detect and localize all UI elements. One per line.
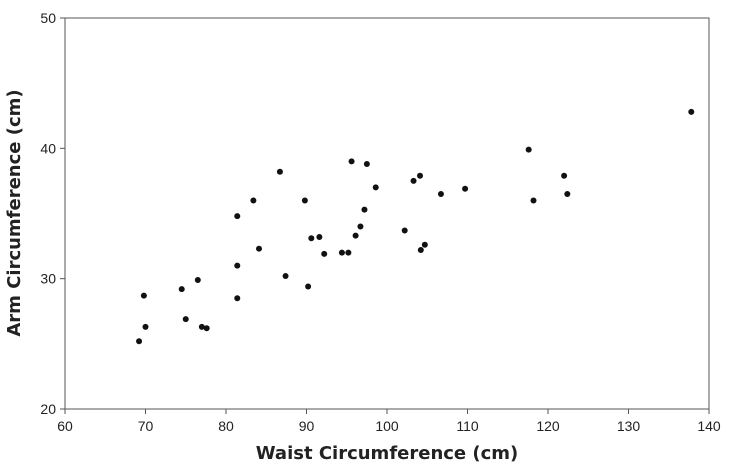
- data-point: [234, 213, 241, 220]
- data-point: [198, 323, 205, 330]
- data-point: [357, 223, 364, 230]
- x-tick-label: 100: [375, 418, 399, 434]
- y-axis-title: Arm Circumference (cm): [4, 89, 25, 336]
- data-point: [316, 233, 323, 240]
- data-point: [250, 197, 257, 204]
- data-point: [321, 250, 328, 257]
- data-point: [305, 283, 312, 290]
- x-axis-ticks: 60 70 80 90 100 110 120 130 140: [57, 409, 721, 434]
- data-point: [421, 241, 428, 248]
- data-point: [182, 316, 189, 323]
- y-tick-label: 30: [40, 271, 56, 287]
- data-point: [688, 108, 695, 115]
- data-point: [282, 273, 289, 280]
- data-point: [530, 197, 537, 204]
- data-point: [363, 160, 370, 167]
- data-point: [561, 172, 568, 179]
- data-point: [417, 172, 424, 179]
- x-tick-label: 80: [218, 418, 234, 434]
- data-point: [142, 323, 149, 330]
- data-point: [136, 338, 143, 345]
- x-axis-title: Waist Circumference (cm): [256, 443, 519, 464]
- data-point: [361, 206, 368, 213]
- data-point: [345, 249, 352, 256]
- data-point: [352, 232, 359, 239]
- data-point: [410, 177, 417, 184]
- data-point: [462, 185, 469, 192]
- x-tick-label: 90: [299, 418, 315, 434]
- y-tick-label: 50: [40, 10, 56, 26]
- data-point: [308, 235, 315, 242]
- data-point: [564, 190, 571, 197]
- data-point: [525, 146, 532, 153]
- data-point: [178, 286, 185, 293]
- plot-area-frame: [64, 17, 710, 410]
- data-point: [338, 249, 345, 256]
- data-point: [301, 197, 308, 204]
- data-point: [203, 325, 210, 332]
- data-point: [348, 158, 355, 165]
- x-tick-label: 120: [536, 418, 560, 434]
- y-axis-ticks: 20 30 40 50: [40, 10, 65, 417]
- data-point: [234, 295, 241, 302]
- data-point: [417, 246, 424, 253]
- data-point: [256, 245, 263, 252]
- x-tick-label: 130: [617, 418, 641, 434]
- x-tick-label: 140: [697, 418, 721, 434]
- data-point: [234, 262, 241, 269]
- x-tick-label: 70: [138, 418, 154, 434]
- y-tick-label: 20: [40, 401, 56, 417]
- x-tick-label: 110: [456, 418, 479, 434]
- data-point: [140, 292, 147, 299]
- data-point: [372, 184, 379, 191]
- data-point: [437, 190, 444, 197]
- data-point: [276, 168, 283, 175]
- x-tick-label: 60: [57, 418, 73, 434]
- data-point: [401, 227, 408, 234]
- data-point: [194, 276, 201, 283]
- y-tick-label: 40: [40, 140, 56, 156]
- data-points: [136, 108, 695, 345]
